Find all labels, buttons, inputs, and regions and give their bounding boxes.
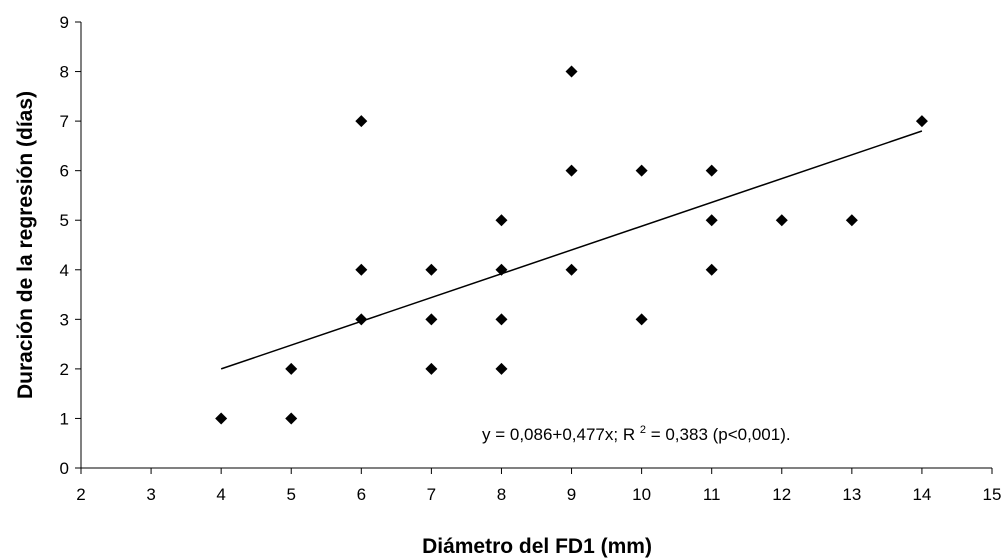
x-tick-label: 14: [912, 485, 931, 504]
data-points: [215, 65, 928, 425]
y-tick-label: 1: [60, 409, 69, 428]
data-point: [635, 164, 648, 177]
y-tick-label: 4: [60, 261, 69, 280]
data-point: [915, 115, 928, 128]
data-point: [705, 164, 718, 177]
data-point: [285, 412, 298, 425]
data-point: [425, 362, 438, 375]
x-tick-label: 13: [842, 485, 861, 504]
x-tick-label: 8: [497, 485, 506, 504]
y-tick-label: 6: [60, 162, 69, 181]
y-tick-label: 7: [60, 112, 69, 131]
y-tick-label: 0: [60, 459, 69, 478]
y-tick-label: 3: [60, 310, 69, 329]
data-point: [565, 164, 578, 177]
tick-marks: [75, 21, 993, 474]
data-point: [495, 214, 508, 227]
data-point: [425, 263, 438, 276]
x-tick-label: 9: [567, 485, 576, 504]
data-point: [495, 263, 508, 276]
x-axis-title: Diámetro del FD1 (mm): [422, 535, 652, 558]
data-point: [565, 65, 578, 78]
x-tick-label: 3: [146, 485, 155, 504]
x-tick-label: 11: [703, 485, 721, 504]
x-tick-label: 4: [216, 485, 225, 504]
y-axis-title: Duración de la regresión (días): [14, 91, 37, 399]
data-point: [355, 115, 368, 128]
data-point: [425, 313, 438, 326]
annotation-superscript: 2: [640, 424, 646, 436]
y-tick-label: 8: [60, 63, 69, 82]
x-tick-label: 7: [427, 485, 436, 504]
data-point: [355, 313, 368, 326]
y-tick-label: 9: [60, 13, 69, 32]
x-tick-label: 2: [76, 485, 85, 504]
data-point: [565, 263, 578, 276]
x-tick-label: 15: [983, 485, 1002, 504]
data-point: [495, 313, 508, 326]
data-point: [635, 313, 648, 326]
data-point: [495, 362, 508, 375]
y-tick-label: 5: [60, 211, 69, 230]
data-point: [705, 214, 718, 227]
x-tick-label: 6: [357, 485, 366, 504]
annotation-prefix: y = 0,086+0,477x; R: [482, 425, 635, 444]
annotation-suffix: = 0,383 (p<0,001).: [651, 425, 791, 444]
trendline-group: [220, 130, 923, 370]
regression-annotation: y = 0,086+0,477x; R 2 = 0,383 (p<0,001).: [482, 418, 791, 444]
axes: [80, 22, 992, 469]
data-point: [705, 263, 718, 276]
trendline: [220, 130, 923, 370]
data-point: [355, 263, 368, 276]
x-tick-label: 12: [772, 485, 791, 504]
data-point: [215, 412, 228, 425]
data-point: [285, 362, 298, 375]
y-tick-label: 2: [60, 360, 69, 379]
x-tick-label: 5: [286, 485, 295, 504]
x-tick-label: 10: [632, 485, 651, 504]
data-point: [775, 214, 788, 227]
data-point: [845, 214, 858, 227]
